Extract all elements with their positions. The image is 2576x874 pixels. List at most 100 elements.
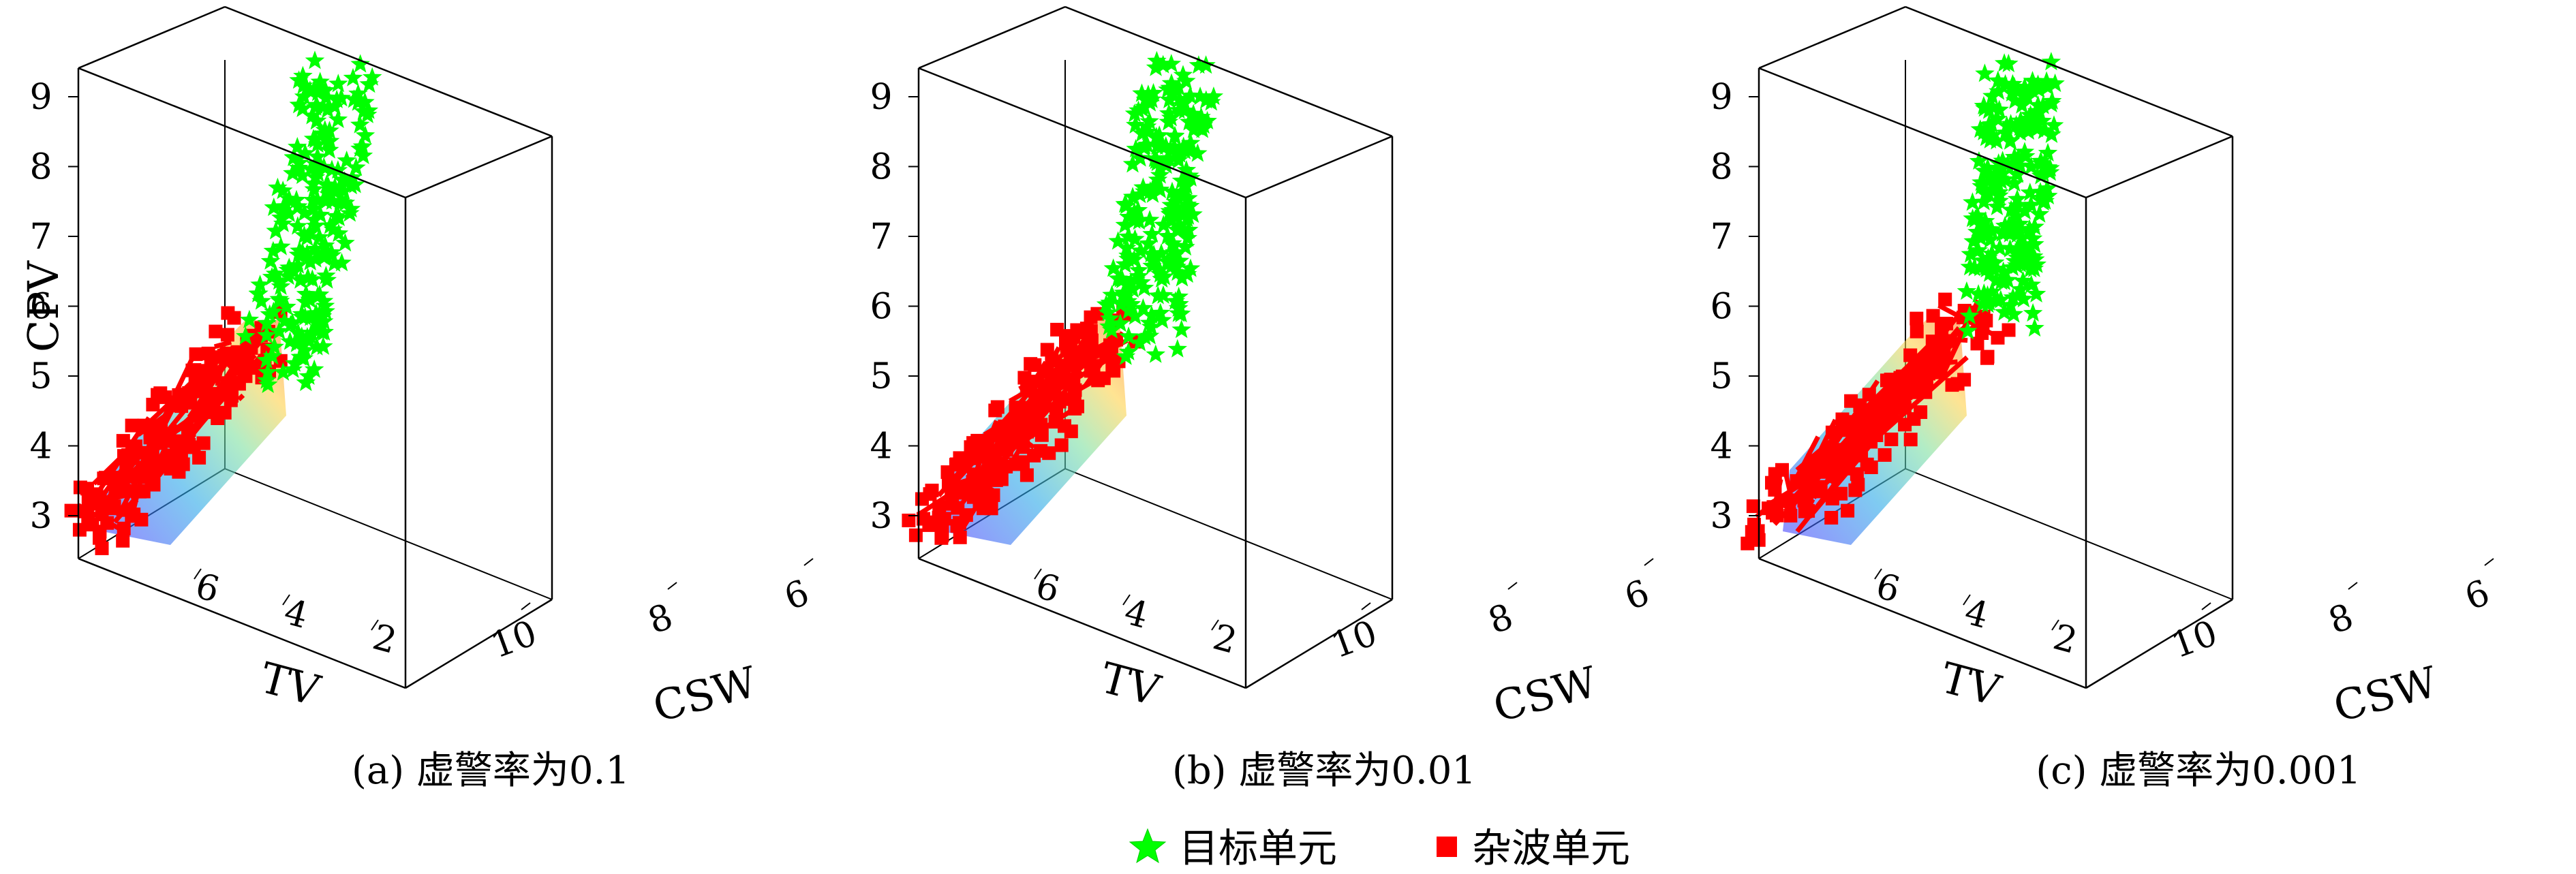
target-point bbox=[1108, 231, 1128, 250]
clutter-point bbox=[189, 347, 203, 361]
target-point bbox=[269, 321, 289, 340]
clutter-point bbox=[1886, 373, 1900, 387]
clutter-point bbox=[1045, 354, 1059, 368]
clutter-point bbox=[984, 501, 998, 516]
panel-2: 3 4 5 6 7 8 9 6 4 2 TV 10 8 6 CSW (b) 虚警率为0.01 bbox=[870, 5, 1655, 793]
target-point bbox=[2028, 95, 2048, 114]
clutter-point bbox=[1957, 373, 1972, 387]
target-point bbox=[1991, 290, 2011, 309]
target-point bbox=[310, 204, 331, 223]
box-edge bbox=[918, 67, 1246, 199]
target-point bbox=[300, 251, 320, 270]
clutter-point bbox=[964, 482, 978, 497]
target-point bbox=[1111, 294, 1131, 313]
x-tick-label: 4 bbox=[1120, 591, 1152, 637]
target-point bbox=[1980, 230, 2000, 249]
target-point bbox=[1162, 181, 1182, 200]
target-point bbox=[1118, 341, 1138, 360]
target-point bbox=[2023, 247, 2044, 266]
target-point bbox=[1982, 281, 2002, 300]
clutter-point bbox=[206, 350, 220, 364]
target-point bbox=[2001, 295, 2021, 314]
target-point bbox=[293, 76, 313, 95]
target-point bbox=[260, 304, 280, 323]
target-point bbox=[305, 154, 326, 173]
y-axis-label: CSW bbox=[648, 657, 763, 732]
x-tick-label: 6 bbox=[191, 565, 224, 611]
z-tick-label: 3 bbox=[1710, 496, 1732, 537]
x-tick bbox=[282, 594, 290, 606]
clutter-point bbox=[172, 388, 186, 402]
target-point bbox=[316, 80, 335, 99]
target-point bbox=[1976, 211, 1995, 230]
clutter-point bbox=[188, 377, 202, 391]
target-point bbox=[1169, 251, 1190, 270]
panel-caption: (a) 虚警率为0.1 bbox=[352, 749, 630, 793]
target-point bbox=[1184, 119, 1203, 138]
target-point bbox=[1974, 173, 1993, 192]
clutter-point bbox=[1016, 440, 1030, 454]
clutter-point bbox=[1042, 446, 1056, 461]
clutter-point bbox=[209, 324, 223, 339]
target-point bbox=[318, 176, 339, 196]
target-point bbox=[1135, 89, 1156, 108]
target-point bbox=[1124, 202, 1144, 221]
target-point bbox=[1171, 319, 1191, 339]
clutter-point bbox=[116, 479, 130, 493]
target-point bbox=[1160, 201, 1180, 220]
clutter-point bbox=[133, 484, 147, 499]
clutter-point bbox=[1976, 312, 1990, 326]
clutter-point bbox=[80, 482, 94, 496]
target-point bbox=[2006, 163, 2027, 183]
clutter-point bbox=[192, 450, 206, 465]
clutter-point bbox=[1871, 394, 1885, 409]
target-point bbox=[2000, 238, 2020, 257]
x-axis-label: TV bbox=[256, 653, 326, 716]
target-point bbox=[310, 72, 330, 91]
clutter-point bbox=[1798, 493, 1813, 507]
target-point bbox=[294, 334, 313, 354]
target-point bbox=[314, 157, 334, 176]
target-point bbox=[1100, 309, 1120, 328]
target-point bbox=[1130, 332, 1150, 352]
target-point bbox=[1997, 115, 2017, 134]
target-point bbox=[275, 311, 294, 330]
clutter-point bbox=[1064, 356, 1077, 370]
target-point bbox=[1178, 188, 1198, 207]
z-tick-label: 6 bbox=[1710, 287, 1732, 328]
clutter-point bbox=[125, 439, 140, 454]
z-tick-label: 4 bbox=[29, 426, 52, 467]
target-point bbox=[1133, 298, 1153, 317]
clutter-point bbox=[1914, 405, 1928, 419]
target-point bbox=[2023, 114, 2043, 133]
box-edge bbox=[2085, 135, 2233, 199]
clutter-point bbox=[1805, 467, 1820, 482]
target-point bbox=[2021, 259, 2040, 278]
clutter-point bbox=[116, 533, 130, 548]
target-point bbox=[2029, 79, 2049, 98]
target-point bbox=[2003, 287, 2023, 307]
target-point bbox=[305, 129, 325, 149]
target-point bbox=[1150, 165, 1170, 184]
box-edge bbox=[1245, 135, 1393, 199]
clutter-point bbox=[1783, 509, 1798, 522]
target-point bbox=[2004, 173, 2024, 192]
target-point bbox=[1171, 219, 1191, 238]
target-point bbox=[2021, 275, 2041, 294]
target-point bbox=[288, 322, 308, 341]
target-point bbox=[1991, 171, 2011, 190]
target-point bbox=[268, 177, 288, 196]
target-point bbox=[1165, 291, 1186, 310]
x-tick bbox=[371, 619, 379, 631]
y-tick-label: 10 bbox=[1326, 613, 1383, 667]
x-axis-label: TV bbox=[1096, 653, 1166, 716]
legend-label-clutter: 杂波单元 bbox=[1472, 825, 1630, 871]
target-point bbox=[328, 74, 348, 93]
clutter-point bbox=[1858, 411, 1872, 426]
target-point bbox=[1167, 262, 1188, 281]
y-tick bbox=[2348, 582, 2358, 590]
box-edge bbox=[405, 598, 553, 689]
target-point bbox=[1982, 86, 2002, 105]
target-point bbox=[1997, 154, 2018, 173]
